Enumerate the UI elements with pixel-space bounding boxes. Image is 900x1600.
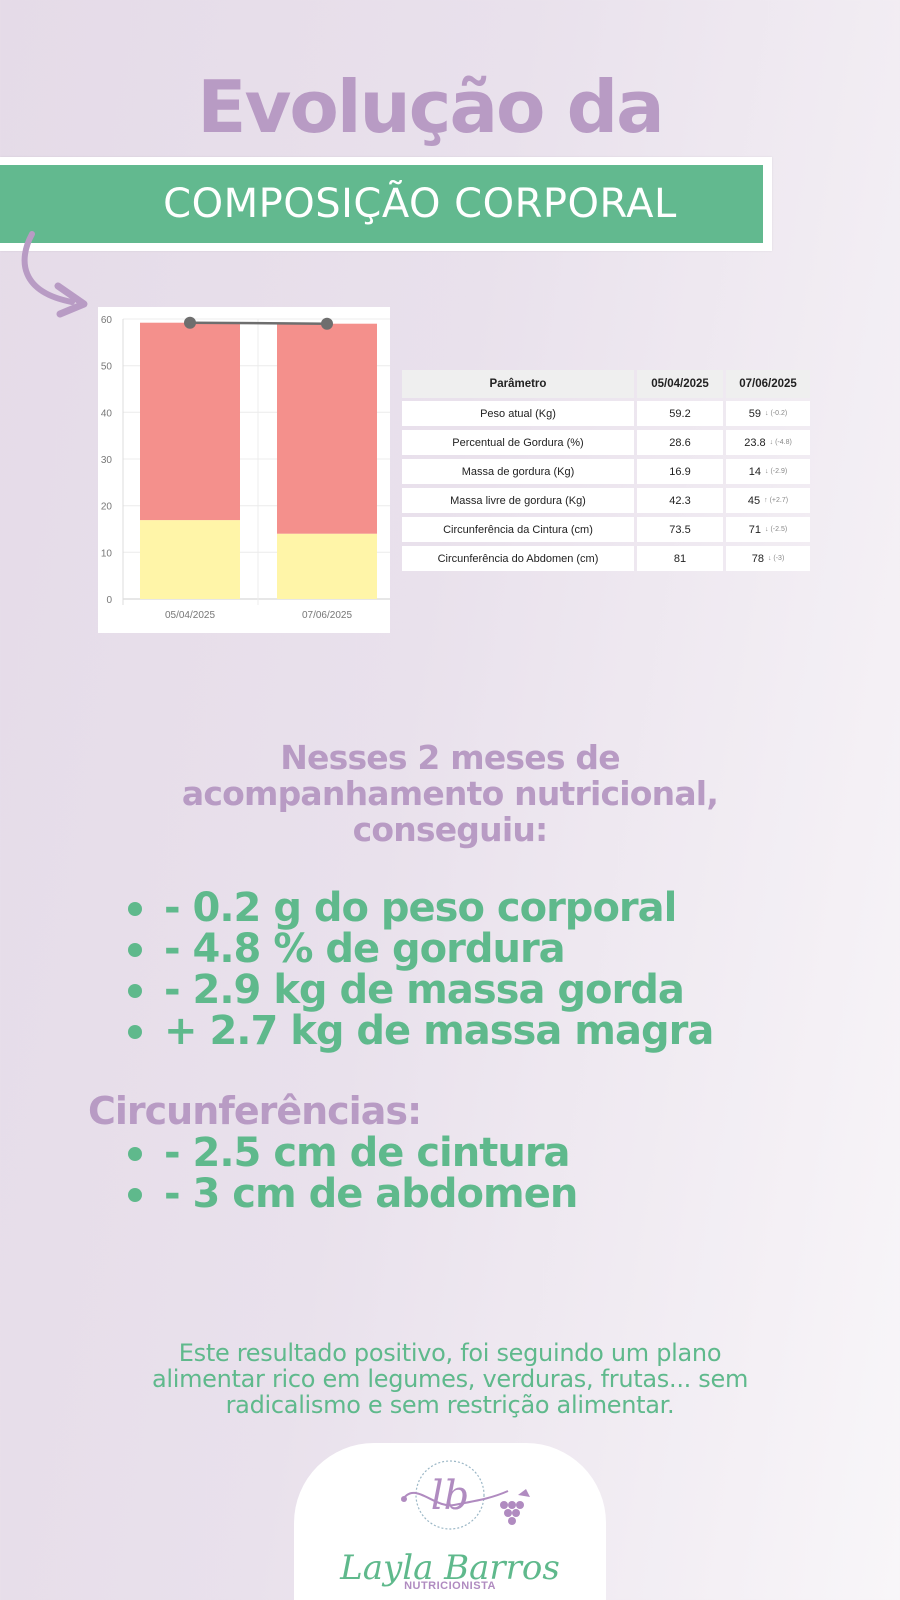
bullet-icon	[128, 983, 142, 998]
row-param: Percentual de Gordura (%)	[402, 430, 634, 455]
table-header-row: Parâmetro 05/04/2025 07/06/2025	[402, 370, 810, 398]
bullet-icon	[128, 942, 142, 957]
row-value-2: 78 ↓ (-3)	[726, 546, 810, 571]
row-value-2: 14 ↓ (-2.9)	[726, 459, 810, 484]
header-parameter: Parâmetro	[402, 370, 634, 398]
logo-card	[294, 1443, 606, 1600]
list-item: - 0.2 g do peso corporal	[128, 888, 713, 929]
row-value-1: 42.3	[637, 488, 723, 513]
weight-point-2	[321, 317, 333, 330]
table-row: Circunferência do Abdomen (cm) 81 78 ↓ (-…	[402, 546, 810, 571]
delta-badge: ↓ (-0.2)	[765, 410, 788, 417]
row-value-1: 59.2	[637, 401, 723, 426]
weight-line	[189, 321, 328, 325]
measurements-table: Parâmetro 05/04/2025 07/06/2025 Peso atu…	[402, 370, 810, 575]
delta-badge: ↓ (-2.5)	[765, 526, 788, 533]
summary-heading: Nesses 2 meses de acompanhamento nutrici…	[181, 738, 719, 849]
table-row: Massa livre de gordura (Kg) 42.3 45 ↑ (+2…	[402, 488, 810, 513]
curved-arrow-icon	[21, 231, 88, 318]
svg-text:30: 30	[101, 455, 113, 466]
circumferences-heading: Circunferências:	[88, 1089, 422, 1133]
table-row: Circunferência da Cintura (cm) 73.5 71 ↓ …	[402, 517, 810, 542]
results-list: - 0.2 g do peso corporal - 4.8 % de gord…	[128, 888, 714, 1052]
row-value-1: 81	[637, 546, 723, 571]
svg-text:40: 40	[101, 408, 113, 419]
table-row: Massa de gordura (Kg) 16.9 14 ↓ (-2.9)	[402, 459, 810, 484]
row-value-2: 59 ↓ (-0.2)	[726, 401, 810, 426]
row-param: Circunferência do Abdomen (cm)	[402, 546, 634, 571]
bullet-icon	[128, 1146, 142, 1161]
row-value-2: 23.8 ↓ (-4.8)	[726, 430, 810, 455]
list-item: - 2.5 cm de cintura	[128, 1133, 577, 1174]
banner-title: COMPOSIÇÃO CORPORAL	[163, 181, 677, 227]
row-param: Massa livre de gordura (Kg)	[402, 488, 634, 513]
row-value-1: 73.5	[637, 517, 723, 542]
bar-lean-2	[277, 533, 377, 599]
svg-text:50: 50	[101, 362, 113, 373]
row-value-2: 45 ↑ (+2.7)	[726, 488, 810, 513]
row-param: Peso atual (Kg)	[402, 401, 634, 426]
grapes-icon	[500, 1489, 530, 1525]
bullet-icon	[128, 901, 142, 916]
list-item: + 2.7 kg de massa magra	[128, 1011, 714, 1052]
weight-point-1	[184, 316, 196, 329]
logo-subtitle: NUTRICIONISTA	[404, 1580, 496, 1592]
bullet-icon	[128, 1024, 142, 1039]
svg-text:60: 60	[101, 315, 113, 326]
svg-text:07/06/2025: 07/06/2025	[302, 610, 352, 621]
delta-badge: ↓ (-2.9)	[765, 468, 788, 475]
logo-name: Layla Barros	[340, 1548, 560, 1588]
bar-lean-1	[140, 520, 240, 599]
row-value-2: 71 ↓ (-2.5)	[726, 517, 810, 542]
bar-fat-2	[277, 323, 377, 534]
delta-badge: ↓ (-4.8)	[769, 439, 792, 446]
list-item: - 2.9 kg de massa gorda	[128, 970, 713, 1011]
table-row: Percentual de Gordura (%) 28.6 23.8 ↓ (-4…	[402, 430, 810, 455]
table-row: Peso atual (Kg) 59.2 59 ↓ (-0.2)	[402, 401, 810, 426]
row-param: Circunferência da Cintura (cm)	[402, 517, 634, 542]
svg-text:10: 10	[101, 548, 113, 559]
y-axis-ticks: 60 50 40 30 20 10 0	[101, 315, 113, 606]
delta-badge: ↓ (-3)	[767, 555, 785, 562]
row-value-1: 28.6	[637, 430, 723, 455]
svg-text:lb: lb	[431, 1473, 469, 1519]
svg-text:20: 20	[101, 502, 113, 513]
banner	[0, 165, 763, 243]
bar-fat-1	[140, 322, 240, 521]
row-param: Massa de gordura (Kg)	[402, 459, 634, 484]
list-item: - 4.8 % de gordura	[128, 929, 713, 970]
header-date-1: 05/04/2025	[637, 370, 723, 398]
delta-badge: ↑ (+2.7)	[764, 497, 789, 504]
bullet-icon	[128, 1187, 142, 1202]
row-value-1: 16.9	[637, 459, 723, 484]
x-axis-labels: 05/04/2025 07/06/2025	[165, 610, 352, 621]
body-composition-chart: 60 50 40 30 20 10 0 05/04/2025 07/06/202…	[101, 315, 390, 621]
svg-text:0: 0	[106, 595, 112, 606]
circumferences-list: - 2.5 cm de cintura - 3 cm de abdomen	[128, 1133, 578, 1215]
svg-text:05/04/2025: 05/04/2025	[165, 610, 215, 621]
header-date-2: 07/06/2025	[726, 370, 810, 398]
logo-monogram-icon: lb	[401, 1460, 530, 1530]
footer-message: Este resultado positivo, foi seguindo um…	[151, 1339, 749, 1419]
page-title: Evolução da	[197, 65, 664, 149]
list-item: - 3 cm de abdomen	[128, 1174, 578, 1215]
